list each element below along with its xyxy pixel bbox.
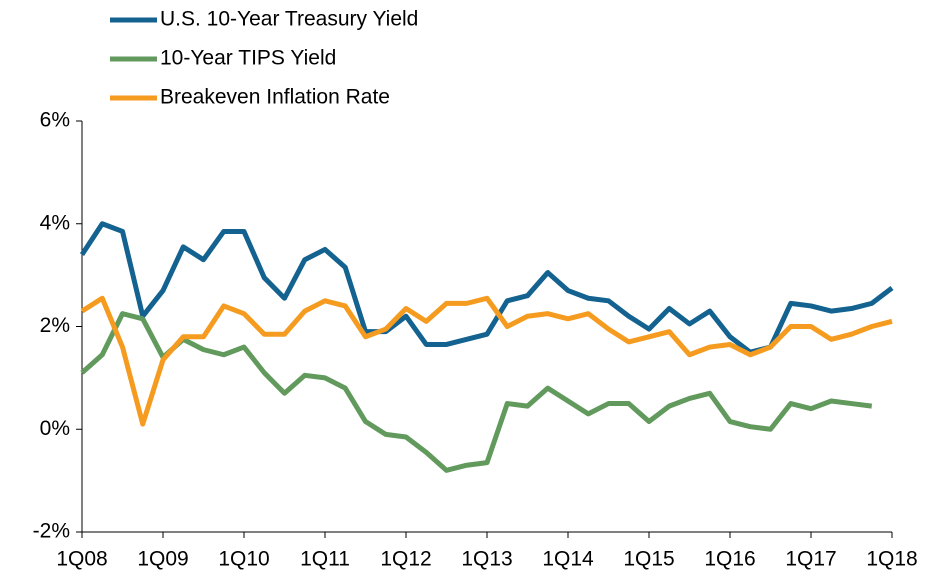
legend-label: U.S. 10-Year Treasury Yield (160, 8, 418, 31)
series-line (80, 311, 873, 473)
x-tick-label: 1Q08 (56, 548, 107, 571)
x-tick-label: 1Q13 (461, 548, 512, 571)
x-tick-label: 1Q12 (380, 548, 431, 571)
x-tick-label: 1Q17 (785, 548, 836, 571)
y-tick-label: 4% (40, 211, 70, 234)
x-tick-label: 1Q14 (542, 548, 594, 571)
legend-label: 10-Year TIPS Yield (160, 47, 336, 70)
x-tick-label: 1Q10 (218, 548, 269, 571)
x-tick-label: 1Q18 (866, 548, 917, 571)
y-tick-label: -2% (33, 520, 70, 543)
y-tick-label: 0% (40, 417, 70, 440)
x-tick-label: 1Q11 (300, 548, 350, 571)
x-tick-label: 1Q16 (704, 548, 755, 571)
legend-label: Breakeven Inflation Rate (160, 86, 390, 109)
x-tick-label: 1Q09 (137, 548, 188, 571)
series-line (80, 295, 893, 427)
x-tick-label: 1Q15 (623, 548, 674, 571)
y-tick-label: 6% (40, 109, 70, 132)
y-tick-label: 2% (40, 314, 70, 337)
